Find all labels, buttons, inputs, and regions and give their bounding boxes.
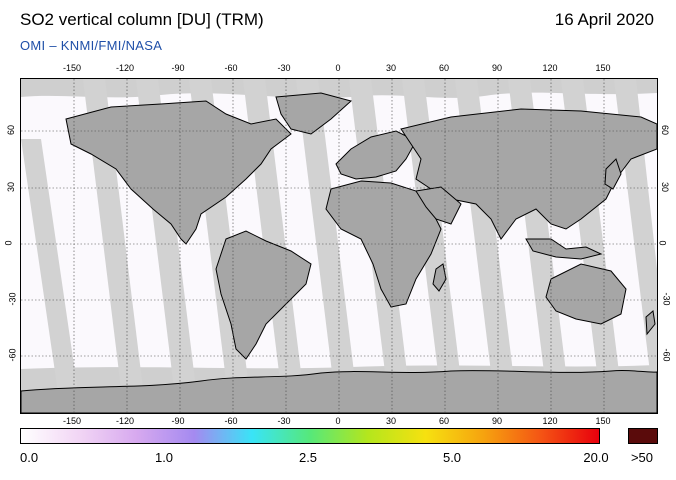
lon-tick-bottom: -150 xyxy=(62,416,82,426)
land-asia xyxy=(400,108,657,240)
land-greenland xyxy=(275,92,353,135)
colorbar-label: 5.0 xyxy=(442,450,462,465)
colorbar-label: 0.0 xyxy=(20,450,39,465)
lat-tick-right: -30 xyxy=(661,292,672,306)
lon-tick-bottom: -30 xyxy=(277,416,291,426)
lon-tick-top: 30 xyxy=(385,63,397,73)
colorbar-label: 1.0 xyxy=(154,450,174,465)
lon-tick-top: -90 xyxy=(171,63,185,73)
lon-tick-top: 150 xyxy=(595,63,611,73)
graticule xyxy=(21,79,657,413)
land-new-zealand xyxy=(645,310,656,336)
land-north-america xyxy=(65,100,292,245)
colorbar-overflow-label: >50 xyxy=(630,450,654,465)
so2-map xyxy=(20,78,658,414)
data-credit: OMI – KNMI/FMI/NASA xyxy=(20,38,163,53)
lon-tick-top: -120 xyxy=(115,63,135,73)
lat-tick-left: -30 xyxy=(7,292,18,306)
lon-tick-bottom: -90 xyxy=(171,416,185,426)
colorbar-overflow-swatch xyxy=(628,428,658,444)
land-arabia xyxy=(415,186,462,225)
lat-tick-right: 60 xyxy=(660,124,671,136)
lat-tick-right: 0 xyxy=(657,240,668,246)
land-south-america xyxy=(215,230,312,360)
land-japan xyxy=(604,158,622,190)
lon-tick-top: -150 xyxy=(62,63,82,73)
map-date: 16 April 2020 xyxy=(554,10,654,29)
lon-tick-top: 0 xyxy=(335,63,341,73)
colorbar-label: 2.5 xyxy=(298,450,318,465)
land-europe xyxy=(335,130,417,180)
lat-tick-right: 30 xyxy=(660,181,671,193)
lat-tick-left: 30 xyxy=(6,181,17,193)
lon-tick-bottom: 150 xyxy=(595,416,611,426)
lon-tick-bottom: -60 xyxy=(224,416,238,426)
colorbar xyxy=(20,428,600,444)
land-madagascar xyxy=(432,263,447,292)
lon-tick-bottom: 120 xyxy=(542,416,558,426)
lon-tick-top: 60 xyxy=(438,63,450,73)
land-indonesia xyxy=(525,238,603,260)
lon-tick-bottom: 30 xyxy=(385,416,397,426)
lon-tick-bottom: 60 xyxy=(438,416,450,426)
land-africa xyxy=(325,180,442,308)
lon-tick-top: 90 xyxy=(491,63,503,73)
colorbar-label: 20.0 xyxy=(583,450,609,465)
lat-tick-left: -60 xyxy=(7,348,18,362)
lat-tick-left: 0 xyxy=(3,240,14,246)
lon-tick-bottom: 90 xyxy=(491,416,503,426)
map-title: SO2 vertical column [DU] (TRM) xyxy=(20,10,264,29)
lon-tick-top: -30 xyxy=(277,63,291,73)
lat-tick-left: 60 xyxy=(6,124,17,136)
lon-tick-top: -60 xyxy=(224,63,238,73)
map-canvas xyxy=(21,79,657,413)
lon-tick-bottom: 0 xyxy=(335,416,341,426)
lon-tick-top: 120 xyxy=(542,63,558,73)
lon-tick-bottom: -120 xyxy=(115,416,135,426)
lat-tick-right: -60 xyxy=(661,348,672,362)
